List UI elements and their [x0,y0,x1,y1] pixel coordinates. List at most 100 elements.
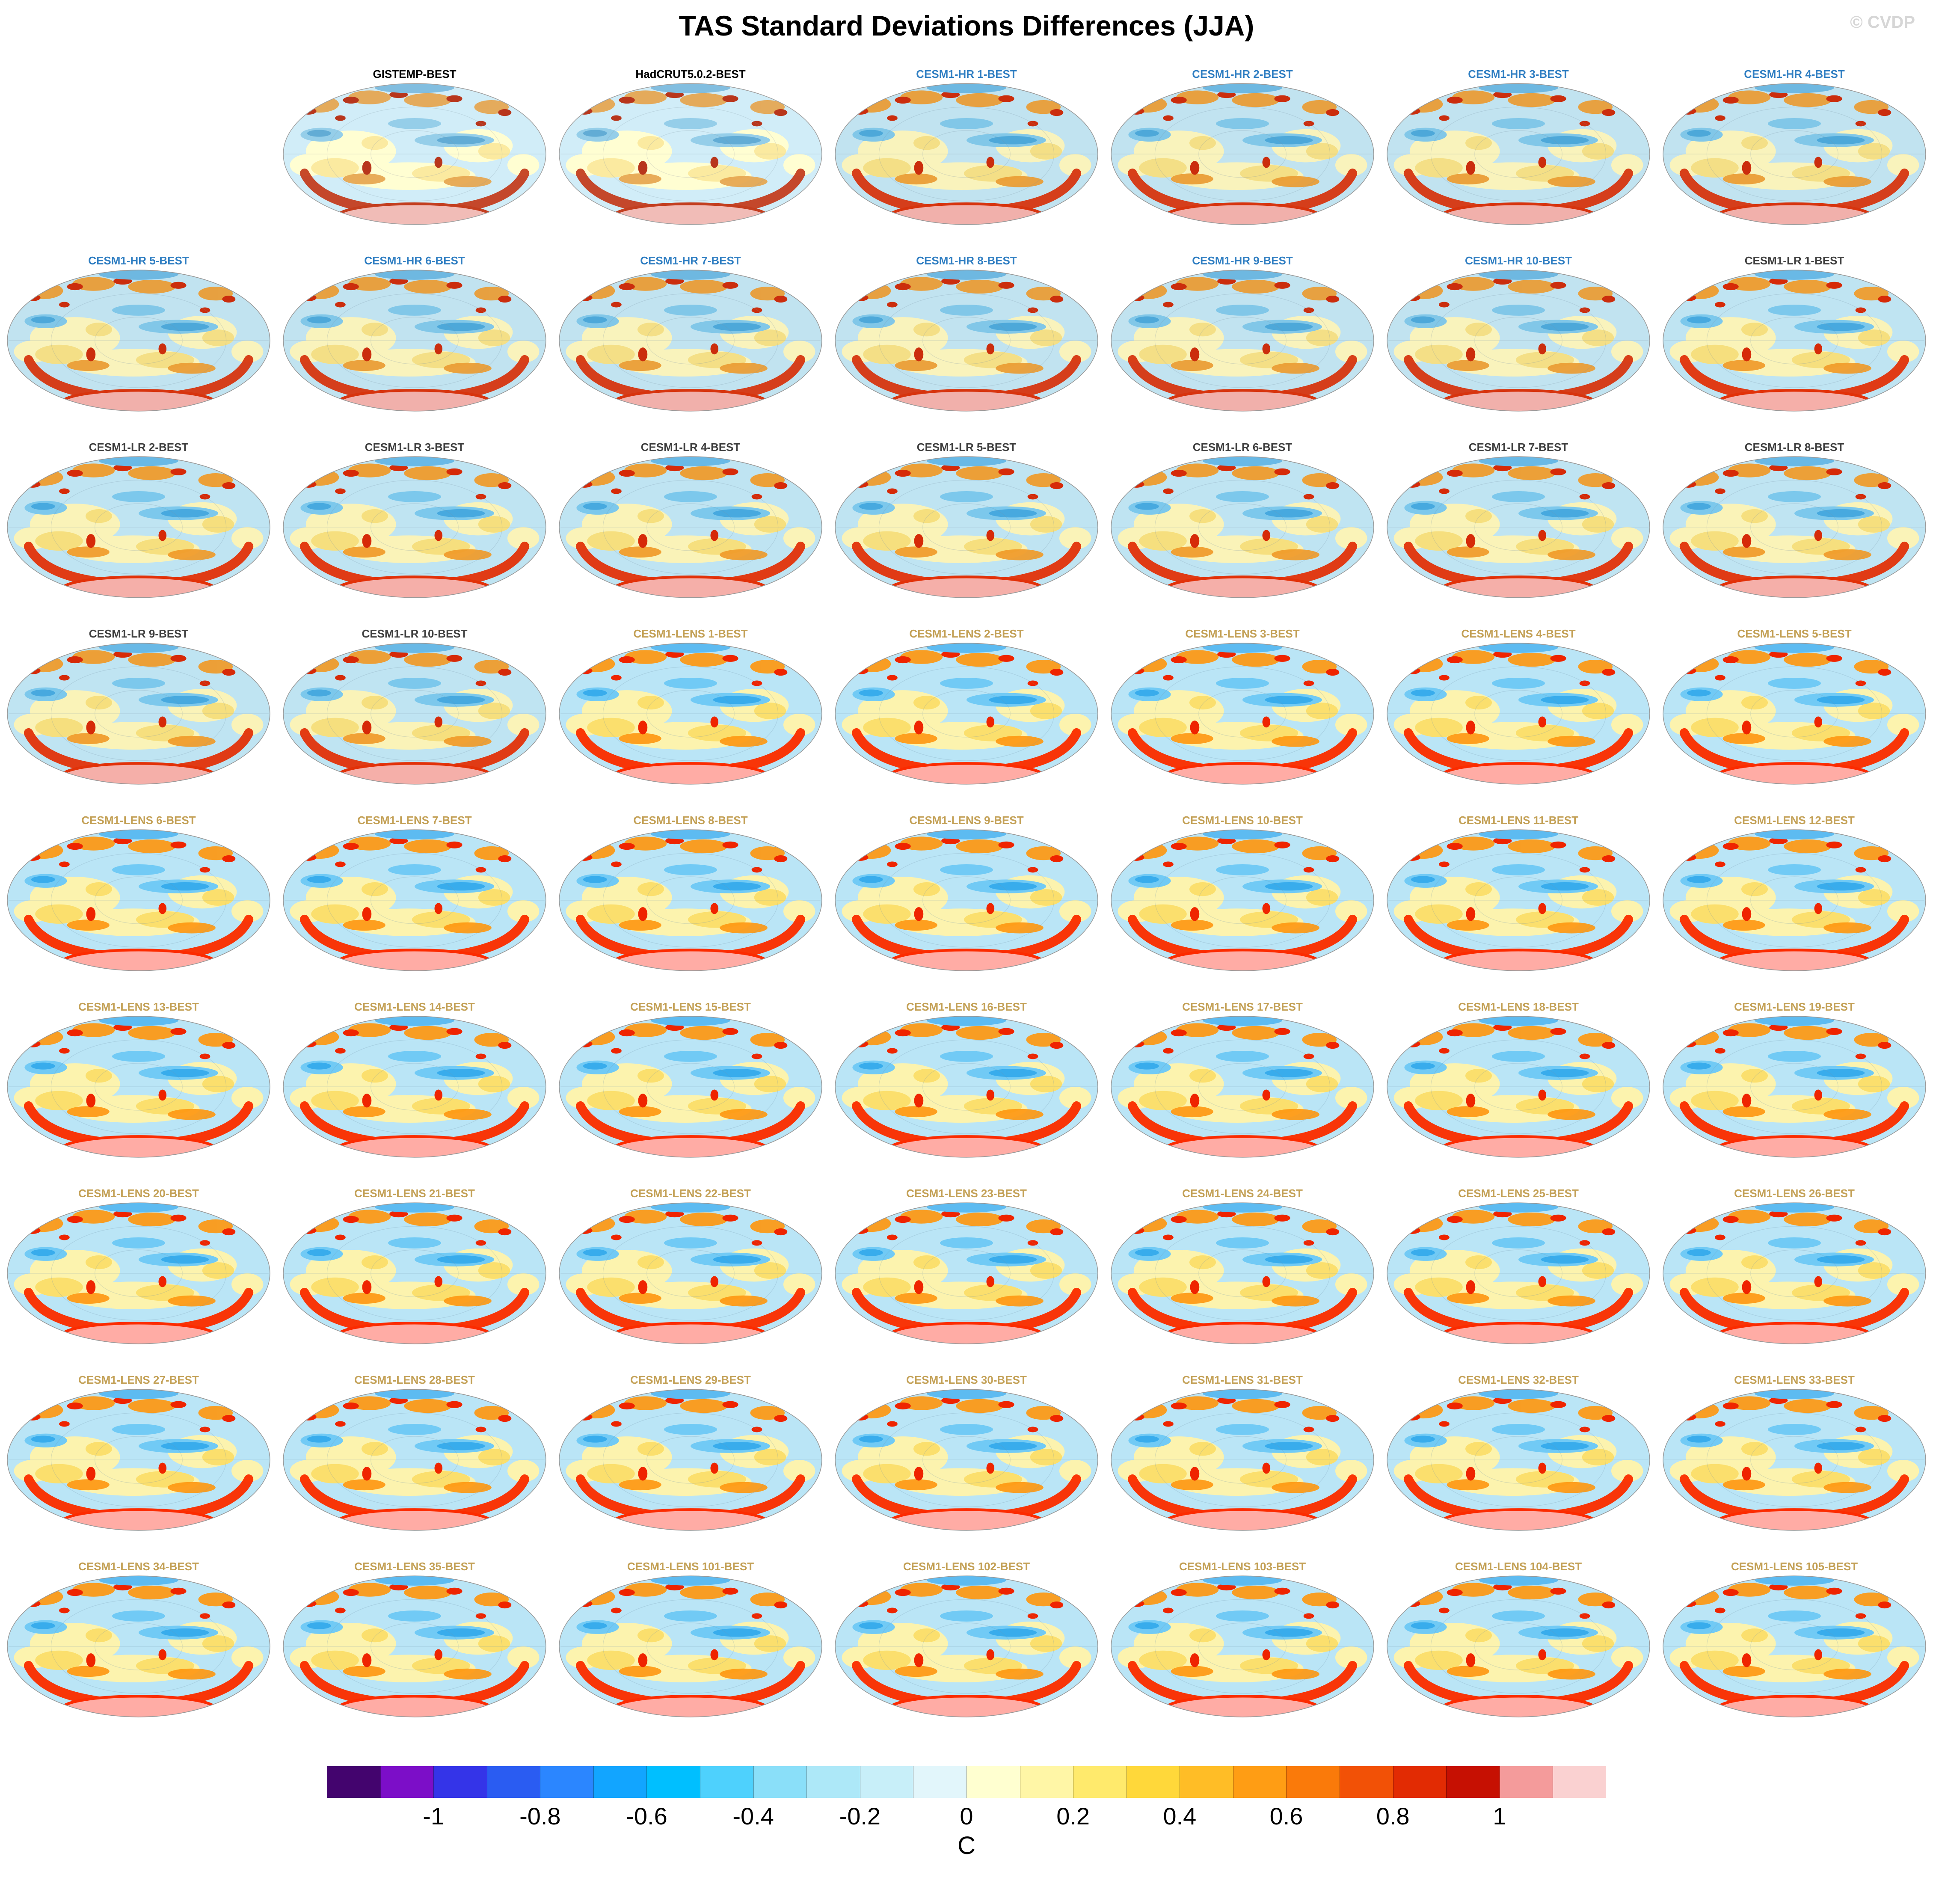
map-cell: CESM1-HR 3-BEST [1381,67,1657,226]
map-title: CESM1-LENS 4-BEST [1461,627,1576,640]
map-title: CESM1-LENS 15-BEST [630,1000,751,1013]
map-title: CESM1-LR 5-BEST [916,441,1017,454]
world-map [1110,1388,1375,1532]
world-map [1110,1575,1375,1718]
map-title: GISTEMP-BEST [373,68,457,80]
colorbar-tick-label: -0.8 [519,1803,561,1830]
map-cell: CESM1-LR 2-BEST [1,440,277,599]
world-map [1386,1201,1651,1345]
map-cell: CESM1-LR 5-BEST [829,440,1105,599]
map-title: CESM1-HR 9-BEST [1192,254,1293,267]
world-map [1662,82,1927,226]
colorbar-segment [1180,1766,1233,1798]
map-title: CESM1-LENS 12-BEST [1734,814,1855,827]
map-cell: CESM1-HR 9-BEST [1105,253,1381,412]
world-map [1110,828,1375,972]
colorbar-segments [327,1766,1606,1798]
map-title: CESM1-LENS 16-BEST [906,1000,1027,1013]
map-cell: CESM1-HR 4-BEST [1657,67,1933,226]
world-map [1386,642,1651,786]
colorbar-segment [486,1766,540,1798]
map-title: CESM1-LENS 21-BEST [354,1187,475,1200]
map-title: CESM1-LENS 10-BEST [1182,814,1303,827]
colorbar-tick-label: 0.2 [1056,1803,1090,1830]
map-cell: CESM1-LENS 20-BEST [1,1186,277,1345]
world-map [1386,455,1651,599]
world-map [1662,1575,1927,1718]
world-map [282,1015,547,1159]
world-map [1110,455,1375,599]
map-title: CESM1-LENS 22-BEST [630,1187,751,1200]
map-title: CESM1-LR 8-BEST [1744,441,1844,454]
map-cell: CESM1-LENS 33-BEST [1657,1373,1933,1532]
map-cell: CESM1-LENS 27-BEST [1,1373,277,1532]
colorbar-segment [646,1766,700,1798]
world-map [558,82,823,226]
map-grid: GISTEMP-BEST HadCRUT5.0.2-BEST CESM1-HR 1-… [0,67,1933,1718]
world-map [1662,269,1927,412]
world-map [1662,1015,1927,1159]
map-title: CESM1-LENS 105-BEST [1731,1560,1858,1573]
colorbar-segment [540,1766,593,1798]
world-map [6,269,271,412]
map-title: CESM1-LR 6-BEST [1192,441,1293,454]
map-title: CESM1-LR 1-BEST [1744,254,1844,267]
world-map [1662,1201,1927,1345]
map-title: CESM1-LENS 29-BEST [630,1373,751,1386]
world-map [558,1575,823,1718]
colorbar-units: C [958,1832,975,1860]
map-title: HadCRUT5.0.2-BEST [635,68,746,80]
map-title: CESM1-HR 2-BEST [1192,68,1293,80]
map-cell: CESM1-LENS 21-BEST [277,1186,553,1345]
map-title: CESM1-LENS 8-BEST [633,814,748,827]
world-map [1662,455,1927,599]
map-title: CESM1-LENS 17-BEST [1182,1000,1303,1013]
map-title: CESM1-LENS 11-BEST [1458,814,1579,827]
map-cell: CESM1-LENS 3-BEST [1105,626,1381,786]
map-title: CESM1-LENS 24-BEST [1182,1187,1303,1200]
world-map [6,828,271,972]
world-map [6,642,271,786]
map-cell: CESM1-LENS 24-BEST [1105,1186,1381,1345]
map-cell: CESM1-LENS 102-BEST [829,1559,1105,1718]
map-cell: CESM1-HR 7-BEST [553,253,829,412]
map-cell: CESM1-LR 1-BEST [1657,253,1933,412]
map-title: CESM1-LR 2-BEST [89,441,189,454]
colorbar-segment [700,1766,753,1798]
map-title: CESM1-LR 10-BEST [362,627,468,640]
world-map [558,455,823,599]
colorbar-segment [1073,1766,1127,1798]
colorbar-segment [806,1766,860,1798]
colorbar-ticks: -1 -0.8 -0.6 -0.4 -0.2 0 0.2 0.4 0.6 0.8 1 [327,1798,1606,1831]
figure-title: TAS Standard Deviations Differences (JJA… [679,10,1254,42]
map-cell: CESM1-LENS 18-BEST [1381,999,1657,1159]
colorbar-tick-label: -1 [423,1803,445,1830]
map-title: CESM1-LENS 6-BEST [81,814,196,827]
map-cell: CESM1-LENS 17-BEST [1105,999,1381,1159]
map-cell: CESM1-LR 8-BEST [1657,440,1933,599]
map-cell: CESM1-LENS 12-BEST [1657,813,1933,972]
map-title: CESM1-HR 10-BEST [1465,254,1572,267]
world-map [282,455,547,599]
map-title: CESM1-HR 7-BEST [640,254,741,267]
world-map [1386,828,1651,972]
colorbar-tick-label: -0.4 [732,1803,774,1830]
map-title: CESM1-LR 3-BEST [365,441,465,454]
colorbar-segment [1499,1766,1553,1798]
map-cell: CESM1-LR 3-BEST [277,440,553,599]
map-title: CESM1-LENS 27-BEST [78,1373,199,1386]
world-map [558,269,823,412]
map-cell: CESM1-LENS 6-BEST [1,813,277,972]
map-cell: CESM1-LENS 7-BEST [277,813,553,972]
cvdp-watermark: © CVDP [1850,13,1915,32]
world-map [834,1388,1099,1532]
map-title: CESM1-LENS 104-BEST [1455,1560,1582,1573]
colorbar-segment [753,1766,807,1798]
map-title: CESM1-HR 3-BEST [1468,68,1569,80]
map-cell: CESM1-LENS 2-BEST [829,626,1105,786]
map-cell: CESM1-LENS 29-BEST [553,1373,829,1532]
map-cell: CESM1-LENS 104-BEST [1381,1559,1657,1718]
colorbar-segment [1393,1766,1447,1798]
world-map [282,269,547,412]
world-map [834,828,1099,972]
